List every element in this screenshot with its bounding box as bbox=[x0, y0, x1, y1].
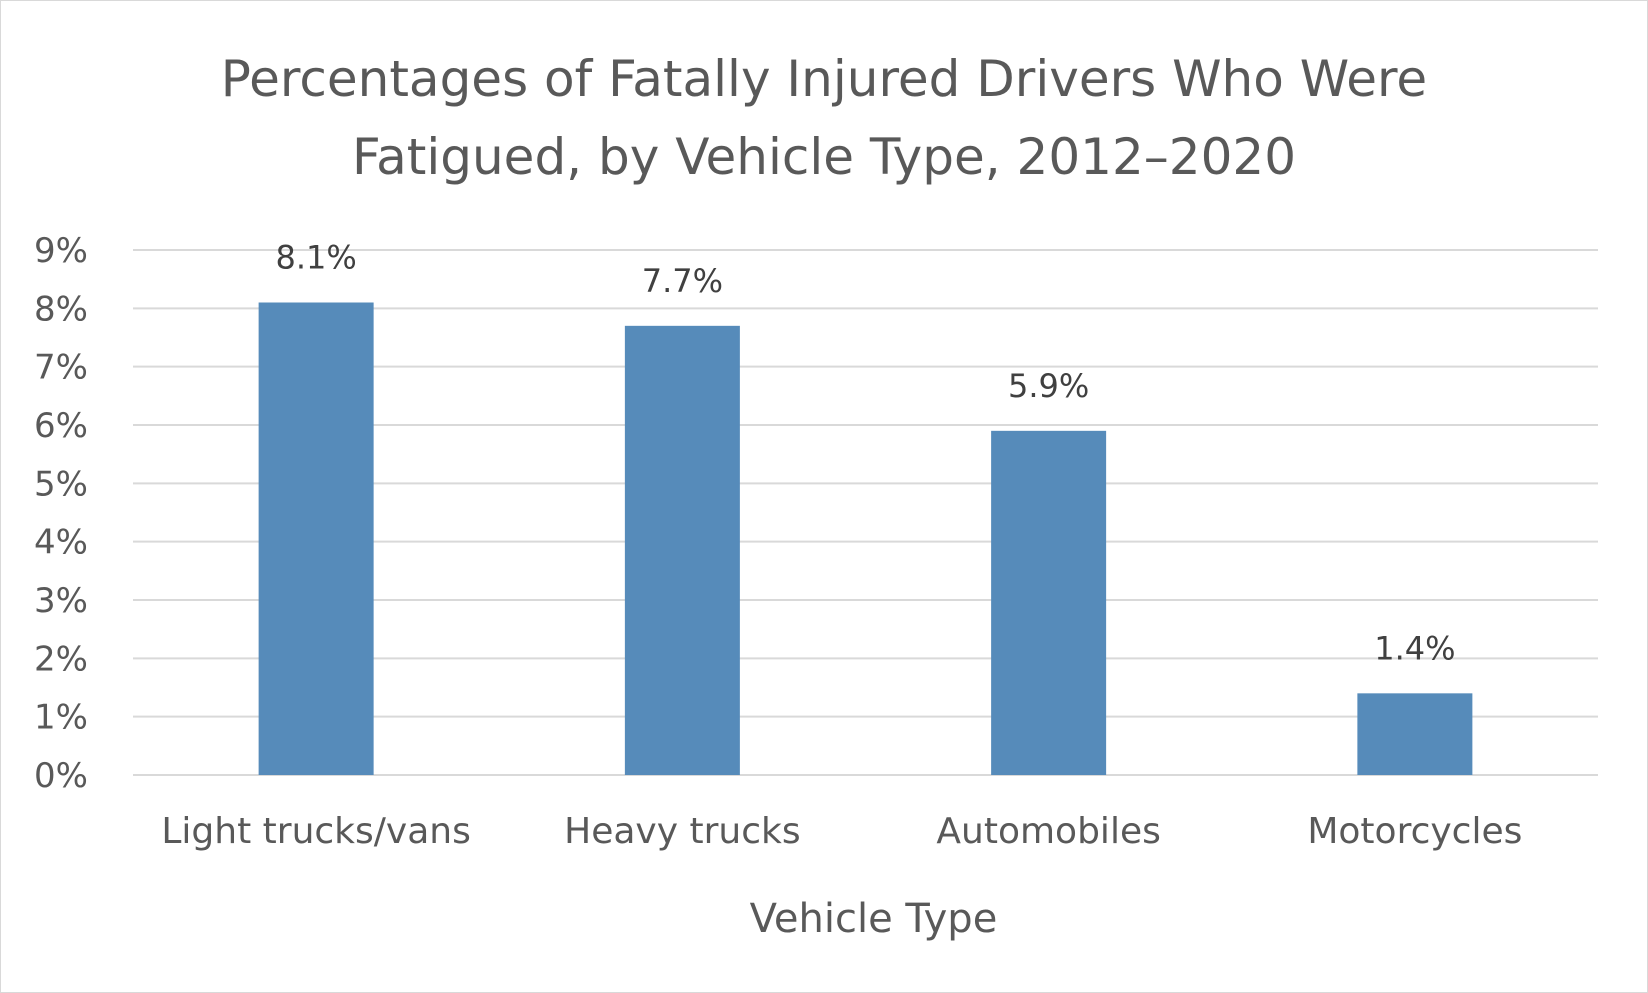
bar bbox=[1357, 693, 1473, 775]
chart-title: Percentages of Fatally Injured Drivers W… bbox=[0, 40, 1648, 196]
bar bbox=[624, 325, 740, 775]
bar bbox=[258, 302, 374, 775]
y-tick-label: 4% bbox=[34, 523, 88, 563]
x-tick-label: Heavy trucks bbox=[564, 811, 800, 852]
data-label: 8.1% bbox=[275, 239, 356, 277]
bar bbox=[991, 430, 1107, 775]
x-tick-label: Motorcycles bbox=[1307, 811, 1522, 852]
y-tick-label: 1% bbox=[34, 698, 88, 738]
y-tick-label: 2% bbox=[34, 639, 88, 679]
x-axis-title: Vehicle Type bbox=[750, 896, 998, 942]
data-label: 1.4% bbox=[1374, 629, 1455, 667]
chart-title-line-2: Fatigued, by Vehicle Type, 2012–2020 bbox=[351, 128, 1297, 186]
data-label: 7.7% bbox=[642, 262, 723, 300]
y-tick-label: 8% bbox=[34, 289, 88, 329]
y-tick-label: 7% bbox=[34, 348, 88, 388]
y-tick-label: 9% bbox=[34, 231, 88, 271]
x-tick-label: Automobiles bbox=[936, 811, 1160, 852]
chart-title-line-1: Percentages of Fatally Injured Drivers W… bbox=[220, 50, 1428, 108]
y-tick-label: 3% bbox=[34, 581, 88, 621]
y-tick-label: 0% bbox=[34, 756, 88, 796]
data-label: 5.9% bbox=[1008, 367, 1089, 405]
y-tick-label: 6% bbox=[34, 406, 88, 446]
y-tick-label: 5% bbox=[34, 464, 88, 504]
x-tick-label: Light trucks/vans bbox=[161, 811, 470, 852]
